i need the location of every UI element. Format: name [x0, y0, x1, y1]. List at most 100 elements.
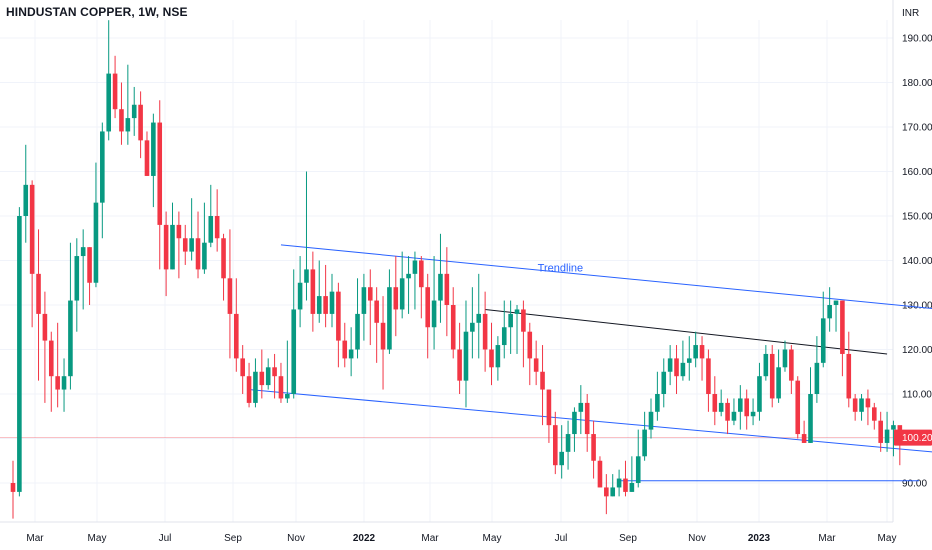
- candle-body: [316, 296, 322, 314]
- candle-body: [789, 349, 794, 381]
- candle-body: [699, 345, 705, 359]
- candle-body: [470, 322, 475, 332]
- candle-body: [891, 425, 896, 430]
- candle-body: [240, 358, 245, 377]
- candle-body: [367, 287, 373, 301]
- x-tick-label: Mar: [818, 533, 836, 544]
- y-tick-label: 110.00: [902, 390, 932, 401]
- candle-body: [763, 353, 769, 377]
- candle-body: [246, 376, 252, 403]
- candle-body: [131, 104, 137, 119]
- x-tick-label: Sep: [224, 533, 242, 544]
- candle-body: [463, 331, 469, 381]
- candle-body: [859, 398, 864, 412]
- candle-body: [769, 353, 775, 399]
- candle-body: [559, 451, 564, 466]
- candle-body: [68, 300, 73, 377]
- candle-body: [48, 340, 54, 377]
- candle-body: [412, 260, 418, 274]
- candle-body: [808, 394, 813, 443]
- candle-body: [578, 402, 584, 412]
- candle-body: [674, 358, 679, 377]
- candle-body: [604, 487, 609, 497]
- candle-body: [214, 216, 220, 239]
- candle-body: [380, 322, 386, 350]
- candle-body: [450, 305, 456, 350]
- candle-body: [431, 300, 437, 328]
- candle-body: [374, 300, 379, 323]
- candle-body: [195, 238, 201, 270]
- candle-body: [546, 389, 552, 426]
- candle-body: [782, 349, 788, 368]
- candle-body: [565, 434, 571, 452]
- candle-body: [106, 73, 111, 132]
- candle-body: [572, 411, 577, 435]
- last-price-label: 100.20: [902, 433, 932, 444]
- y-tick-label: 170.00: [902, 123, 932, 134]
- candle-body: [163, 224, 169, 270]
- candle-body: [393, 287, 399, 310]
- candle-body: [100, 131, 105, 203]
- candle-body: [227, 278, 233, 314]
- candle-body: [125, 118, 131, 132]
- y-tick-label: 120.00: [902, 345, 932, 356]
- candle-body: [157, 122, 163, 225]
- trendline-mid: [485, 308, 888, 355]
- x-tick-label: May: [878, 533, 897, 544]
- candle-body: [259, 371, 265, 386]
- candle-body: [872, 407, 877, 421]
- candle-body: [202, 242, 207, 270]
- candle-body: [884, 429, 890, 443]
- trendline-annotation: Trendline: [538, 263, 583, 275]
- x-tick-label: Nov: [688, 533, 706, 544]
- candle-body: [527, 331, 533, 359]
- candle-body: [304, 269, 309, 283]
- candle-body: [801, 434, 807, 443]
- candle-body: [29, 184, 35, 274]
- candle-body: [444, 273, 450, 305]
- candle-body: [119, 109, 124, 132]
- candle-body: [55, 376, 60, 390]
- candle-body: [323, 296, 328, 314]
- x-tick-label: May: [483, 533, 502, 544]
- candle-body: [80, 247, 86, 257]
- candle-body: [336, 291, 341, 341]
- x-tick-label: 2023: [748, 533, 771, 544]
- x-tick-label: Mar: [421, 533, 439, 544]
- candle-body: [553, 425, 558, 466]
- candle-body: [151, 122, 156, 176]
- x-tick-label: Jul: [555, 533, 568, 544]
- candle-body: [852, 398, 858, 412]
- candle-body: [693, 345, 698, 359]
- candle-body: [87, 247, 92, 283]
- candle-body: [387, 287, 392, 350]
- candle-body: [865, 398, 871, 408]
- candle-body: [629, 483, 635, 492]
- candle-body: [718, 402, 724, 412]
- candle-body: [820, 318, 826, 363]
- y-tick-label: 160.00: [902, 167, 932, 178]
- candle-body: [208, 216, 214, 243]
- candle-body: [757, 376, 762, 412]
- candle-body: [489, 349, 494, 368]
- candle-body: [655, 394, 660, 412]
- candle-body: [533, 358, 539, 372]
- candle-body: [501, 327, 507, 346]
- candle-body: [814, 362, 820, 394]
- candle-body: [342, 340, 348, 359]
- last-price-tag: [894, 429, 932, 446]
- candle-body: [138, 104, 143, 141]
- candle-body: [495, 345, 501, 368]
- x-tick-label: Nov: [287, 533, 305, 544]
- candle-body: [712, 394, 718, 412]
- candle-body: [272, 367, 277, 377]
- candle-body: [540, 371, 545, 390]
- candle-body: [731, 411, 737, 421]
- x-tick-label: Jul: [159, 533, 172, 544]
- candle-body: [744, 398, 749, 417]
- candle-body: [112, 73, 118, 110]
- candle-body: [10, 483, 16, 492]
- candle-body: [846, 353, 852, 399]
- candle-body: [623, 478, 628, 492]
- candle-body: [23, 184, 29, 216]
